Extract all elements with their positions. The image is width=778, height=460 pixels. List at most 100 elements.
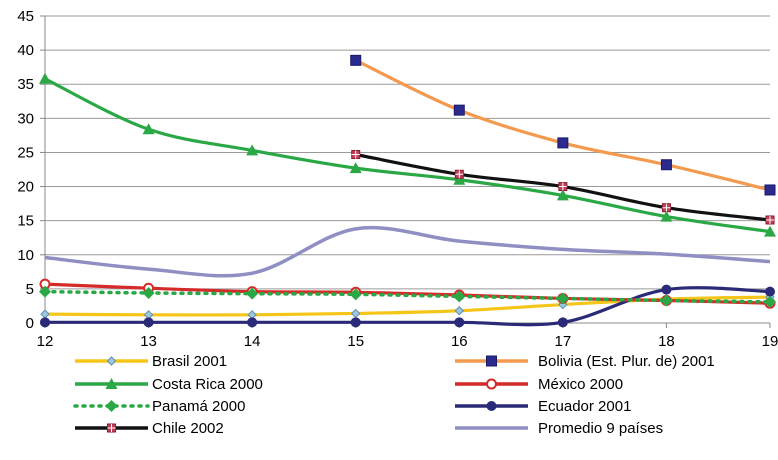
series-5 bbox=[40, 284, 775, 328]
y-tick-label: 25 bbox=[17, 144, 34, 161]
y-tick-label: 0 bbox=[26, 315, 34, 332]
x-tick-label: 19 bbox=[762, 333, 778, 350]
legend-item: Brasil 2001 bbox=[75, 353, 227, 370]
data-point bbox=[247, 317, 258, 328]
legend-item: Panamá 2000 bbox=[73, 398, 245, 415]
data-point bbox=[453, 173, 466, 185]
marker-cross bbox=[766, 215, 774, 224]
data-point bbox=[661, 284, 672, 295]
legend-label: Panamá 2000 bbox=[152, 398, 245, 415]
x-tick-label: 14 bbox=[244, 333, 261, 350]
data-point bbox=[764, 184, 776, 196]
marker-cross bbox=[351, 150, 360, 159]
y-tick-label: 40 bbox=[17, 42, 34, 59]
data-point bbox=[454, 306, 464, 316]
y-tick-label: 35 bbox=[17, 76, 34, 93]
legend-item: Costa Rica 2000 bbox=[75, 376, 263, 393]
legend-label: México 2000 bbox=[538, 376, 623, 393]
series-line bbox=[44, 225, 771, 278]
data-point bbox=[454, 169, 464, 179]
data-point bbox=[765, 286, 775, 297]
series-line bbox=[355, 58, 771, 192]
grid-lines bbox=[45, 15, 770, 290]
x-tick-label: 16 bbox=[451, 333, 468, 350]
legend-marker bbox=[105, 378, 118, 389]
data-point bbox=[40, 309, 50, 319]
legend-marker bbox=[106, 356, 117, 366]
legend-item: México 2000 bbox=[455, 376, 623, 393]
y-tick-label: 10 bbox=[17, 247, 34, 264]
series-4 bbox=[39, 285, 776, 308]
legend-marker bbox=[486, 401, 497, 411]
data-point bbox=[39, 72, 51, 84]
data-point bbox=[39, 285, 51, 298]
data-point bbox=[556, 189, 569, 201]
legend-item: Ecuador 2001 bbox=[455, 398, 631, 415]
x-tick-label: 12 bbox=[37, 333, 54, 350]
data-point bbox=[764, 225, 776, 237]
data-point bbox=[143, 317, 154, 328]
y-tick-label: 45 bbox=[17, 8, 34, 25]
marker-cross bbox=[662, 203, 671, 212]
data-point bbox=[557, 137, 569, 149]
series-line bbox=[43, 289, 772, 304]
legend-label: Ecuador 2001 bbox=[538, 398, 631, 415]
legend-label: Brasil 2001 bbox=[152, 353, 227, 370]
series-2 bbox=[39, 72, 776, 237]
data-point bbox=[453, 104, 465, 116]
data-point bbox=[246, 287, 259, 300]
series-7 bbox=[44, 225, 771, 278]
marker-cross bbox=[558, 182, 567, 191]
data-point bbox=[556, 292, 569, 305]
data-point bbox=[557, 317, 568, 328]
legend-label: Costa Rica 2000 bbox=[152, 376, 263, 393]
marker-cross bbox=[455, 170, 464, 179]
series-line bbox=[44, 77, 771, 234]
data-point bbox=[660, 159, 672, 171]
series-line bbox=[45, 286, 771, 327]
data-point bbox=[350, 54, 362, 66]
data-point bbox=[349, 288, 362, 301]
x-tick-label: 13 bbox=[140, 333, 157, 350]
axes bbox=[40, 15, 771, 328]
legend-item: Promedio 9 países bbox=[455, 420, 663, 437]
data-point bbox=[764, 295, 776, 308]
data-point bbox=[661, 203, 671, 213]
data-point bbox=[40, 317, 50, 328]
data-point bbox=[350, 317, 361, 328]
x-tick-label: 15 bbox=[347, 333, 364, 350]
y-tick-label: 30 bbox=[17, 110, 34, 127]
y-axis-tick-labels: 0 5 10 15 20 25 30 35 40 45 bbox=[17, 8, 34, 332]
y-tick-label: 20 bbox=[17, 179, 34, 196]
data-point bbox=[142, 123, 155, 135]
legend-marker bbox=[486, 355, 497, 367]
series-lines bbox=[39, 54, 776, 328]
legend-marker bbox=[107, 423, 116, 433]
legend-label: Chile 2002 bbox=[152, 420, 224, 437]
legend-marker bbox=[105, 400, 118, 412]
data-point bbox=[142, 286, 155, 299]
y-tick-label: 5 bbox=[26, 281, 34, 298]
legend-label: Promedio 9 países bbox=[538, 420, 663, 437]
series-1 bbox=[350, 54, 776, 196]
data-point bbox=[246, 144, 259, 156]
x-axis-tick-labels: 12 13 14 15 16 17 18 19 bbox=[37, 333, 778, 350]
x-tick-label: 18 bbox=[658, 333, 675, 350]
marker-cross bbox=[107, 424, 116, 432]
data-point bbox=[660, 294, 673, 307]
legend-item: Chile 2002 bbox=[75, 420, 224, 437]
data-point bbox=[349, 162, 362, 174]
legend: Brasil 2001 Bolivia (Est. Plur. de) 2001 C… bbox=[73, 353, 715, 437]
x-tick-label: 17 bbox=[555, 333, 572, 350]
legend-label: Bolivia (Est. Plur. de) 2001 bbox=[538, 353, 715, 370]
data-point bbox=[558, 182, 568, 192]
data-point bbox=[454, 317, 465, 328]
data-point bbox=[660, 210, 673, 222]
series-6 bbox=[351, 149, 775, 225]
y-tick-label: 15 bbox=[17, 213, 34, 230]
legend-marker bbox=[486, 378, 497, 390]
data-point bbox=[765, 215, 775, 225]
data-point bbox=[453, 290, 466, 303]
data-point bbox=[351, 149, 361, 159]
